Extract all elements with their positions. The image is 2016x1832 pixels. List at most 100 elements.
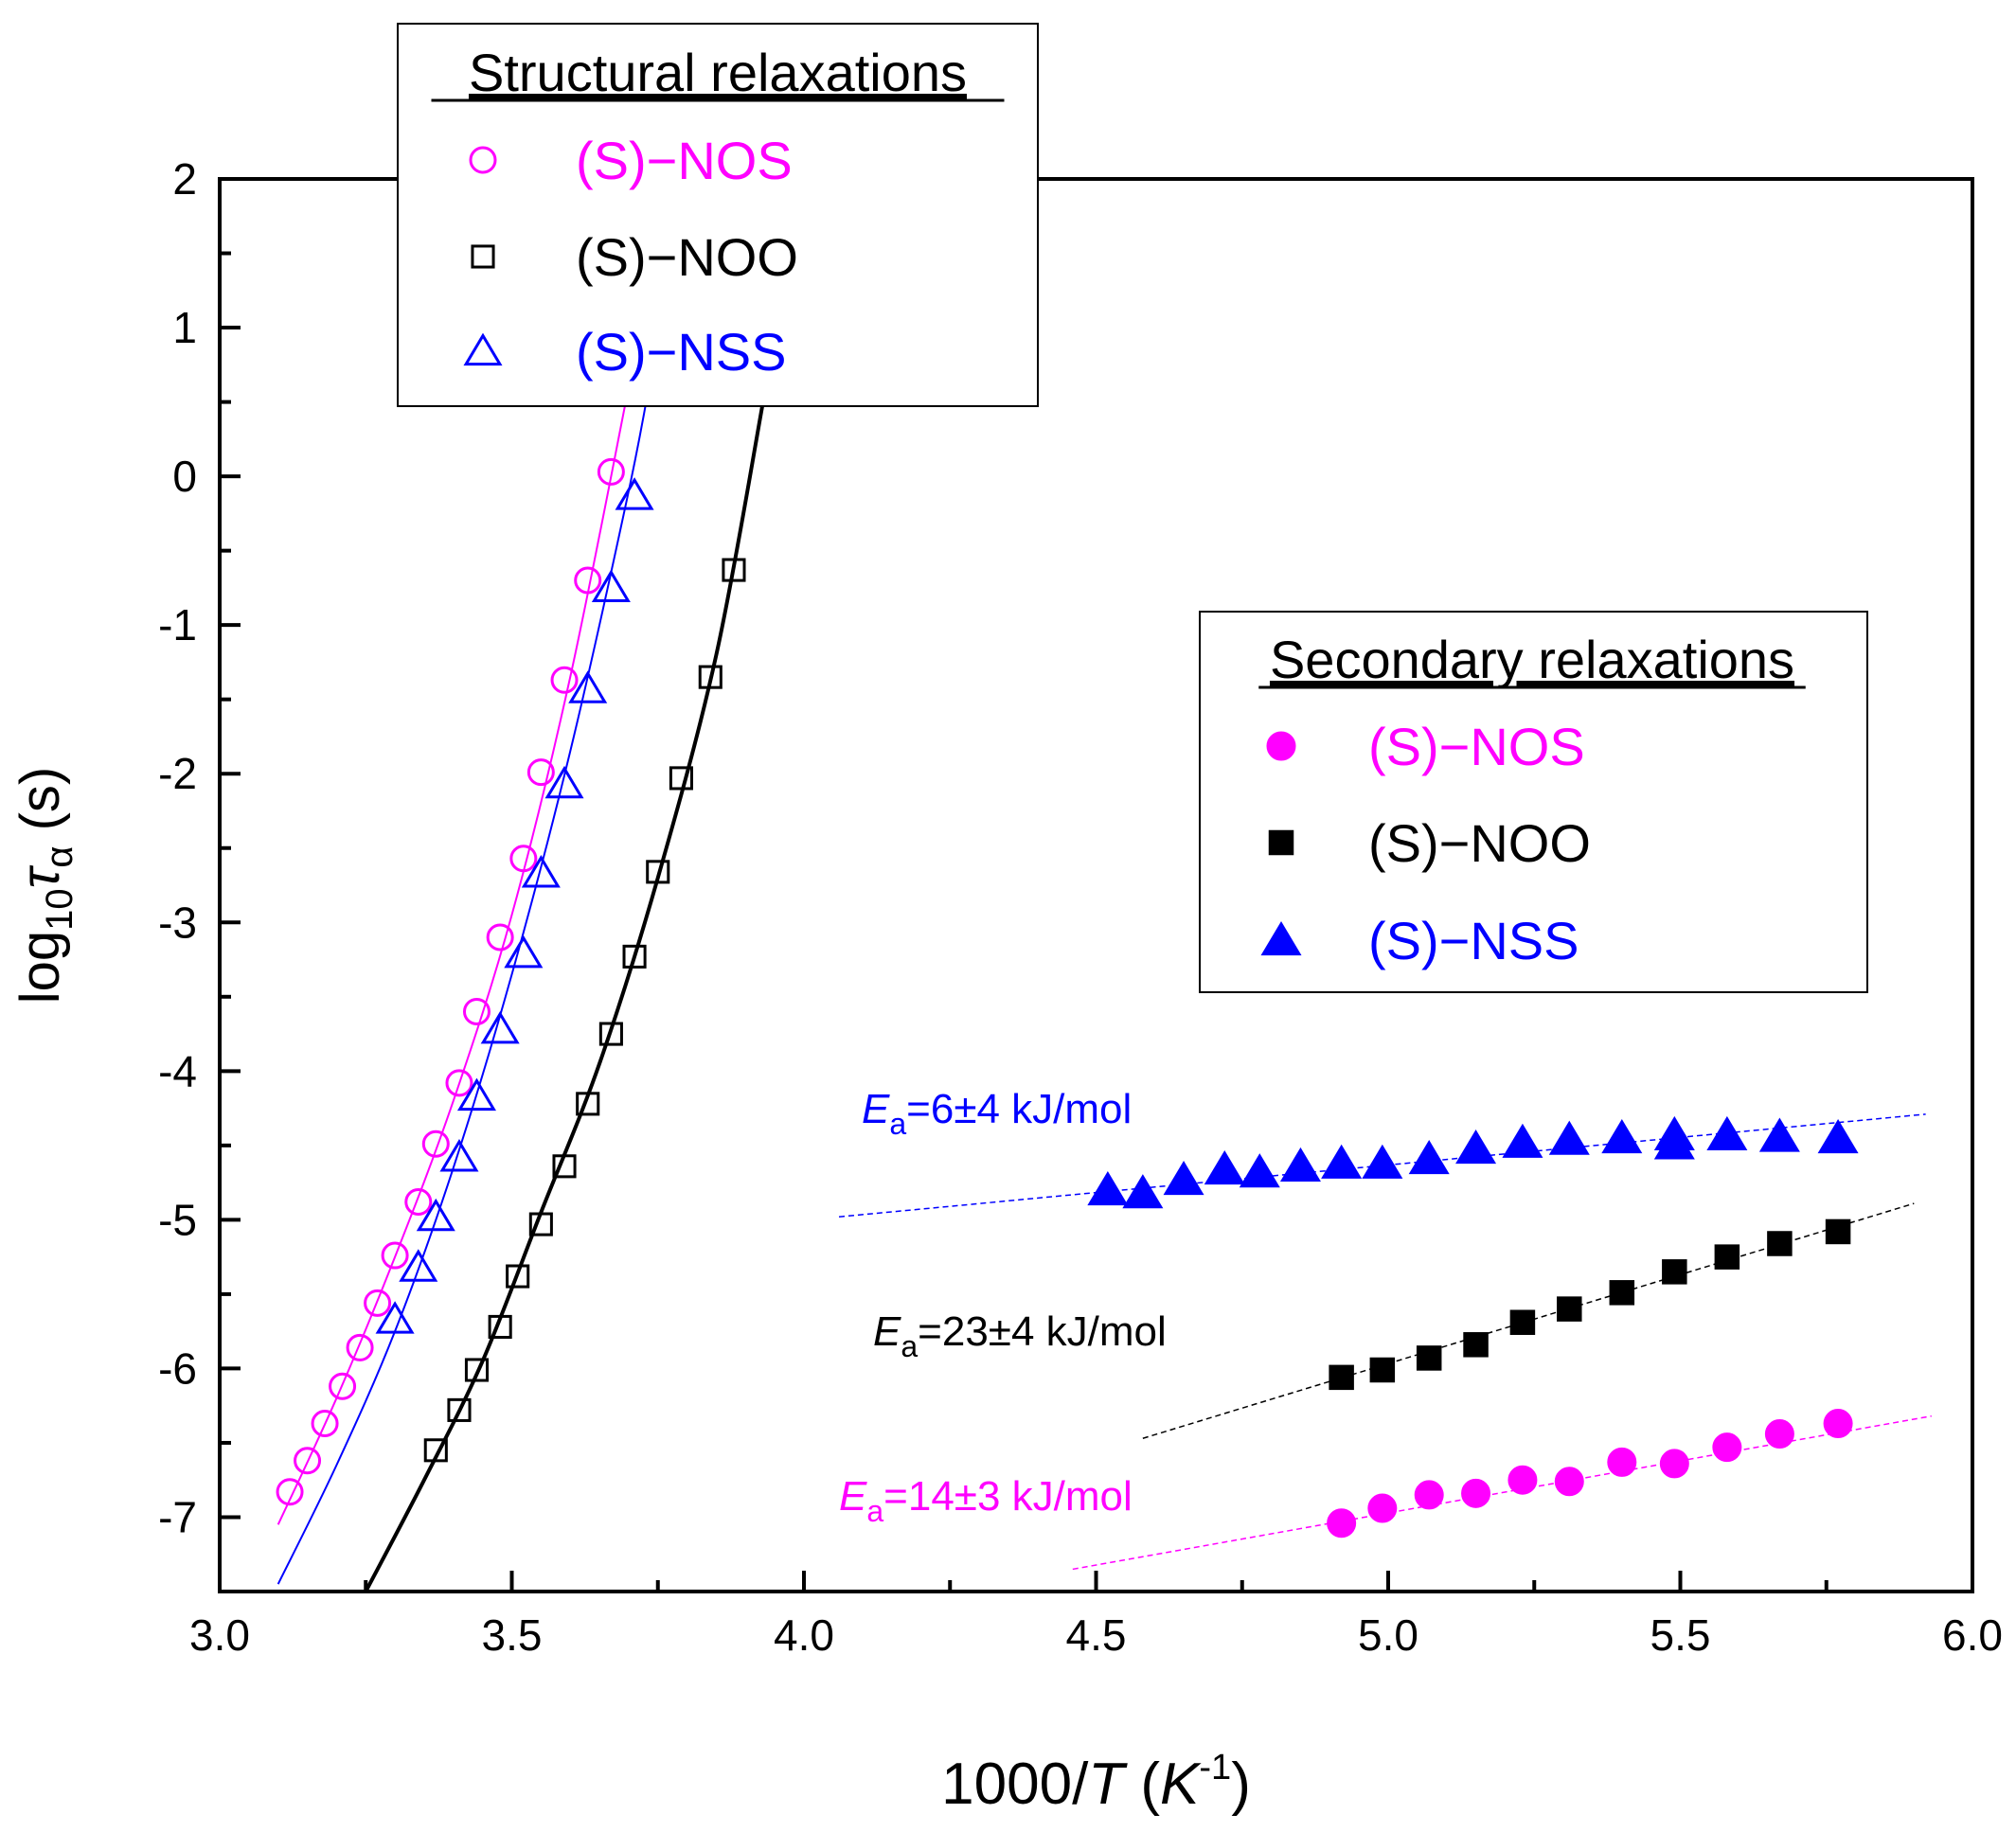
data-point-triangle [456, 1077, 496, 1112]
data-point-square [1329, 1364, 1354, 1391]
activation-energy-label: Ea=14±3 kJ/mol [839, 1473, 1133, 1528]
data-point-square [1825, 1218, 1851, 1245]
legend-entry-label: (S)−NOO [576, 227, 798, 287]
text-span: α [39, 846, 80, 868]
data-point-circle [1554, 1467, 1584, 1497]
y-axis-label: log10τα (s) [9, 767, 80, 1004]
data-point-circle [526, 758, 555, 787]
data-point-circle [486, 923, 514, 952]
y-tick-label: -7 [158, 1492, 197, 1541]
structural-series-nos [276, 386, 630, 1525]
data-point-square [1557, 1296, 1582, 1322]
data-point-triangle [1706, 1115, 1748, 1151]
structural-series-group [276, 368, 765, 1592]
x-tick-label: 4.0 [774, 1610, 834, 1660]
y-tick-label: -1 [158, 600, 197, 649]
data-point-triangle [416, 1198, 455, 1232]
data-point-triangle [1087, 1171, 1129, 1206]
data-point-circle [469, 146, 497, 174]
data-point-square [622, 944, 647, 969]
data-point-triangle [1321, 1144, 1363, 1179]
activation-energy-label: Ea=6±4 kJ/mol [862, 1086, 1132, 1141]
data-point-triangle [1408, 1140, 1450, 1175]
data-point-circle [311, 1410, 339, 1438]
text-span: log [9, 931, 71, 1004]
text-span: =6±4 kJ/mol [906, 1086, 1132, 1132]
data-point-triangle [1204, 1150, 1245, 1185]
data-point-square [1369, 1357, 1396, 1383]
text-span: =23±4 kJ/mol [918, 1308, 1167, 1355]
x-tick-label: 5.0 [1358, 1610, 1418, 1660]
fit-line-nos [1072, 1414, 1932, 1571]
data-point-square [1463, 1332, 1489, 1358]
data-point-triangle [1601, 1119, 1643, 1154]
y-tick-label: -6 [158, 1343, 197, 1393]
data-point-square [423, 1438, 448, 1463]
text-span: K [1160, 1752, 1202, 1817]
secondary-series-nos [1072, 1409, 1932, 1571]
data-point-triangle [1362, 1144, 1403, 1179]
data-point-circle [1712, 1432, 1742, 1463]
text-span: E [839, 1473, 867, 1520]
data-point-square [506, 1264, 530, 1289]
data-point-circle [1764, 1419, 1794, 1450]
data-point-square [1268, 829, 1294, 856]
text-span: ) [1231, 1752, 1251, 1817]
data-point-circle [1266, 731, 1296, 761]
structural-series-nss [277, 368, 654, 1585]
data-point-triangle [439, 1139, 479, 1172]
data-point-triangle [480, 1010, 520, 1044]
data-point-circle [1367, 1493, 1398, 1523]
data-point-triangle [1279, 1147, 1321, 1183]
activation-energy-label: Ea=23±4 kJ/mol [873, 1308, 1167, 1363]
text-span: =14±3 kJ/mol [883, 1473, 1133, 1520]
data-point-triangle [1122, 1174, 1164, 1209]
data-point-triangle [1502, 1123, 1543, 1158]
text-span: a [889, 1107, 906, 1141]
fit-line-nss [838, 1113, 1926, 1218]
data-point-circle [597, 457, 625, 486]
secondary-series-nss [838, 1113, 1926, 1218]
legend-entry-label: (S)−NSS [1368, 911, 1579, 970]
structural-series-noo [364, 401, 765, 1592]
data-point-triangle [504, 934, 544, 969]
data-point-circle [276, 1478, 304, 1506]
data-point-square [528, 1212, 553, 1236]
data-point-circle [329, 1372, 357, 1400]
data-point-circle [1659, 1449, 1689, 1479]
data-point-triangle [591, 569, 631, 602]
y-tick-label: -4 [158, 1046, 197, 1095]
x-tick-label: 5.5 [1650, 1610, 1711, 1660]
legend-entry-label: (S)−NSS [576, 322, 787, 382]
data-point-square [1714, 1244, 1740, 1270]
text-span: -1 [1199, 1748, 1231, 1788]
text-span: a [866, 1494, 883, 1528]
data-point-square [1662, 1259, 1687, 1285]
data-point-circle [346, 1333, 374, 1361]
x-axis-label: 1000/T (K-1) [941, 1748, 1251, 1817]
data-point-square [1416, 1345, 1442, 1371]
data-point-triangle [1239, 1153, 1280, 1188]
legend-title: Structural relaxations [469, 43, 967, 102]
data-point-triangle [1758, 1117, 1800, 1152]
data-point-circle [574, 566, 602, 595]
data-point-square [576, 1092, 600, 1116]
x-tick-label: 4.5 [1066, 1610, 1127, 1660]
text-span: E [873, 1308, 901, 1355]
data-point-square [464, 1358, 490, 1382]
data-point-circle [1823, 1409, 1853, 1439]
data-point-square [471, 244, 495, 269]
data-point-triangle [521, 855, 561, 888]
text-span: ( [1124, 1752, 1160, 1817]
legend-title: Secondary relaxations [1270, 630, 1794, 689]
secondary-series-noo [1142, 1202, 1915, 1439]
data-point-circle [294, 1447, 322, 1475]
data-point-square [488, 1314, 512, 1339]
data-point-square [646, 860, 670, 884]
text-span: 1000/ [941, 1752, 1089, 1817]
data-point-square [1609, 1280, 1635, 1306]
legend-layer: Structural relaxations (S)−NOS (S)−NOO (S)−… [397, 23, 1868, 993]
legend-box [1199, 611, 1868, 993]
data-point-triangle [1163, 1161, 1204, 1196]
